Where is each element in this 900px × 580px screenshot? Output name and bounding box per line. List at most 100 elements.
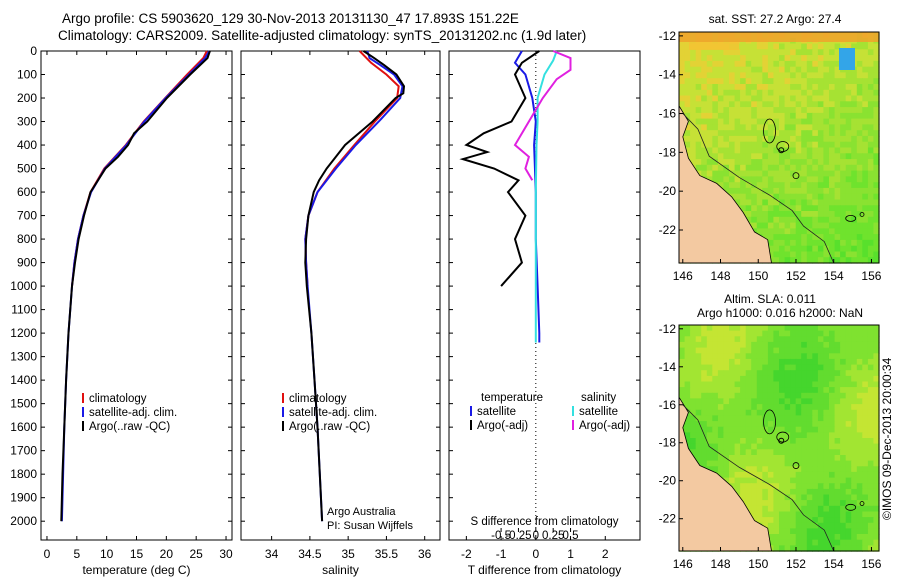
sla_map-cell	[790, 511, 797, 518]
sst_map-cell	[734, 124, 741, 131]
sst_map-cell	[801, 141, 808, 149]
sla_map-cell	[679, 364, 686, 371]
sla_map-cell	[873, 347, 880, 354]
sst_map-reef-2	[792, 172, 800, 180]
sla_map-cell	[717, 375, 725, 383]
sla_map-cell	[790, 358, 797, 366]
sst_map-cell	[745, 187, 752, 195]
sla_map-cell	[684, 387, 691, 394]
sla_map-cell	[834, 539, 841, 546]
sla_map-cell	[862, 455, 869, 462]
sla_map-cell	[817, 330, 825, 337]
sla_map-cell	[690, 438, 697, 445]
sla_map-cell	[679, 387, 686, 394]
sla_map-cell	[695, 426, 702, 433]
sst_map-cell	[751, 170, 758, 177]
temperature-ytick-label-8: 800	[17, 232, 37, 246]
sla_map-cell	[845, 330, 852, 337]
sst_map-cell	[845, 211, 852, 218]
sst_map-cell	[806, 60, 813, 68]
sla_map-cell	[712, 426, 719, 433]
temperature-xtick-label-0: 0	[44, 547, 51, 561]
sla_map-cell	[751, 432, 758, 439]
sla_map-cell	[773, 471, 780, 479]
sla_map-cell	[734, 364, 741, 371]
sla_map-cell	[767, 364, 775, 371]
sst_map-cell	[751, 112, 758, 120]
sla_map-cell	[845, 534, 852, 541]
sla_map-cell	[762, 336, 769, 343]
sst_map-cell	[862, 170, 869, 177]
sst_map-cell	[773, 89, 780, 97]
sla_map-cell	[851, 539, 858, 546]
sst_map-cell	[745, 159, 752, 166]
sla_map-cell	[784, 432, 791, 439]
temperature-ytick-label-16: 1600	[10, 420, 37, 434]
sst_map-cell	[784, 101, 791, 108]
sla_map-cell	[751, 443, 758, 450]
sst_map-cell	[867, 49, 875, 56]
sst_map-cell	[806, 239, 813, 247]
sst_map-cell	[684, 107, 691, 114]
sst_map-cell	[867, 205, 875, 212]
sst_map-cell	[712, 112, 719, 120]
sst_map-cell	[801, 239, 808, 247]
sla_map-cell	[867, 398, 875, 405]
difference-s-tick-label-2: 0	[533, 530, 539, 542]
sla_map-cell	[845, 545, 852, 552]
sst_map-cell	[829, 228, 836, 235]
sla_map-cell	[840, 511, 847, 518]
sla_map-cell	[873, 483, 880, 490]
sst_map-cell	[795, 55, 802, 62]
sst_map-cell	[767, 89, 775, 97]
sla_map-cell	[779, 455, 786, 462]
sla_map-cell	[845, 517, 852, 524]
sla_map-cell	[840, 381, 847, 388]
sla_map-cell	[684, 438, 691, 445]
sla_map-cell	[801, 471, 808, 479]
sla_map-cell	[795, 534, 802, 541]
temperature-ytick-label-18: 1800	[10, 467, 37, 481]
sla_map-cell	[856, 325, 863, 332]
sst_map-cell	[862, 130, 869, 137]
sla_map-cell	[767, 347, 775, 354]
sst_map-cell	[773, 141, 780, 149]
sla_map-cell	[717, 455, 725, 462]
sst_map-cool-patch	[839, 48, 855, 70]
sla_map-cell	[701, 392, 708, 400]
sst_map-cell	[817, 95, 825, 102]
sst_map-cell	[801, 159, 808, 166]
sla_map-cell	[745, 364, 752, 371]
sla_map-cell	[740, 449, 747, 456]
sla_map-cell	[729, 471, 736, 479]
sla_map-cell	[867, 449, 875, 456]
sst_map-cell	[773, 66, 780, 74]
sst_map-cell	[706, 107, 713, 114]
sst_map-cell	[829, 124, 836, 131]
sst_map-cell	[829, 49, 836, 56]
sla_map-cell	[806, 336, 813, 343]
sst_map-cell	[856, 135, 863, 143]
sst_map-cell	[756, 147, 763, 154]
sla_map-cell	[867, 364, 875, 371]
sla_map-cell	[873, 432, 880, 439]
difference-s-tick-label-0: -0.5	[491, 530, 511, 542]
sst_map-cell	[773, 49, 780, 56]
sla_map-cell	[729, 375, 736, 383]
sst_map-cell	[873, 89, 880, 97]
sla_map-map-frame	[678, 324, 880, 552]
sla_map-cell	[723, 477, 730, 484]
sla_map-shelf-contour	[682, 404, 835, 552]
sla_map-cell	[801, 534, 808, 541]
sla_map-cell	[745, 392, 752, 400]
sla_map-cell	[690, 409, 697, 417]
sla_map-cell	[790, 364, 797, 371]
sst_map-cell	[779, 89, 786, 97]
sla_map-cell	[712, 358, 719, 366]
sla_map-cell	[867, 477, 875, 484]
sla_map-cell	[767, 443, 775, 450]
sla_map-cell	[717, 449, 725, 456]
sla_map-cell	[751, 404, 758, 411]
sst_map-cell	[862, 245, 869, 253]
sla_map-cell	[723, 415, 730, 422]
